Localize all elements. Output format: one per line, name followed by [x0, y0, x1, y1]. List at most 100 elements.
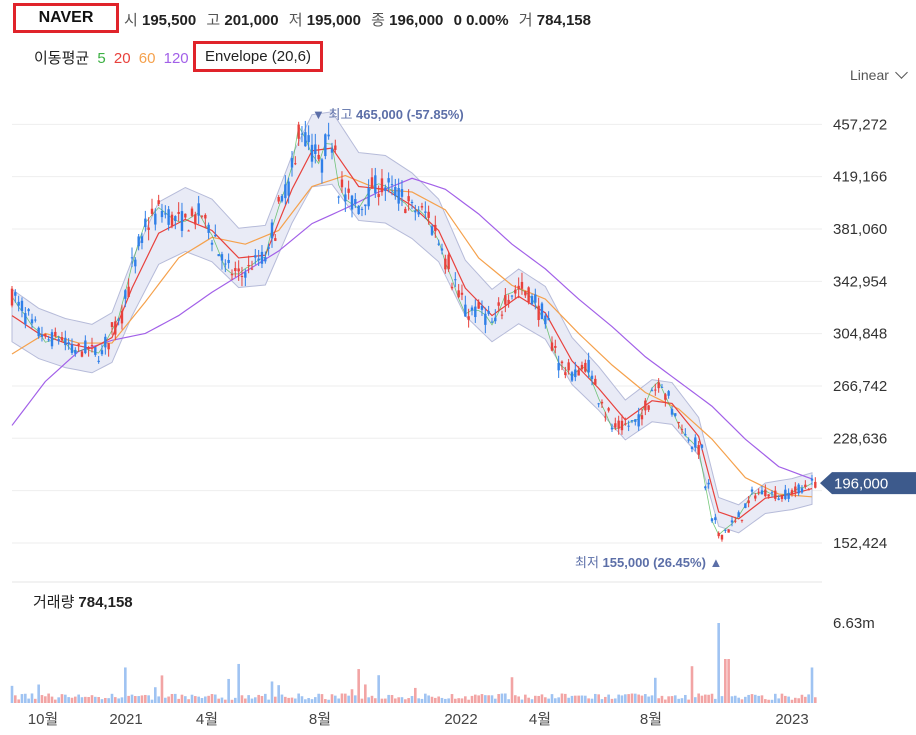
volume-bar	[544, 697, 547, 703]
x-tick-label: 2021	[109, 711, 142, 728]
volume-bar	[180, 694, 184, 703]
candle-body	[77, 343, 80, 346]
candle-body	[50, 332, 54, 347]
candle-body	[617, 420, 620, 429]
candle-body	[127, 286, 130, 298]
candle-body	[44, 334, 47, 337]
volume-bar	[480, 694, 484, 703]
candle-body	[130, 257, 134, 259]
candle-body	[150, 208, 154, 214]
candle-body	[310, 144, 314, 162]
volume-bar	[407, 698, 410, 703]
candle-body	[644, 400, 647, 411]
candle-body	[540, 303, 544, 319]
volume-bar	[264, 693, 267, 703]
volume-bar	[257, 694, 260, 703]
candle-body	[200, 215, 204, 217]
volume-bar	[467, 699, 470, 703]
candle-body	[277, 197, 280, 202]
volume-bar	[687, 699, 690, 703]
envelope-indicator[interactable]: Envelope (20,6)	[193, 41, 323, 72]
candle-body	[37, 327, 40, 337]
volume-bar	[270, 681, 274, 703]
volume-bar	[147, 695, 150, 703]
candle-body	[514, 289, 517, 294]
volume-bar	[280, 694, 284, 703]
volume-panel-title: 거래량 784,158	[33, 591, 133, 612]
volume-bar	[774, 693, 777, 703]
candle-body	[227, 259, 230, 264]
volume-bar	[84, 696, 87, 703]
candle-body	[100, 350, 104, 355]
candle-body	[230, 274, 234, 276]
volume-bar	[660, 695, 664, 703]
volume-bar	[530, 699, 534, 703]
volume-bar	[177, 698, 180, 703]
volume-bar	[740, 699, 744, 703]
volume-bar	[577, 695, 580, 703]
volume-bar	[457, 698, 460, 703]
volume-bar	[190, 694, 194, 703]
volume-bar	[200, 698, 204, 703]
candle-body	[790, 490, 794, 494]
candle-body	[777, 498, 780, 500]
candle-body	[240, 276, 244, 278]
candle-body	[387, 178, 390, 183]
volume-bar	[587, 698, 590, 703]
volume-panel-label: 거래량	[33, 594, 75, 611]
volume-bar	[74, 696, 77, 703]
volume-bar	[767, 699, 770, 703]
volume-bar	[507, 699, 510, 703]
volume-bar	[24, 693, 27, 703]
volume-bar	[120, 697, 124, 703]
volume-bar	[210, 694, 214, 703]
scale-selector[interactable]: Linear	[850, 66, 908, 83]
candle-body	[314, 144, 317, 154]
candle-body	[154, 213, 157, 225]
candle-body	[34, 319, 37, 321]
volume-bar	[360, 698, 364, 703]
volume-bar	[604, 696, 607, 703]
volume-bar	[590, 698, 594, 703]
candle-body	[364, 204, 367, 207]
volume-bar	[600, 699, 604, 703]
candle-body	[27, 309, 30, 312]
volume-bar	[490, 695, 494, 703]
volume-bar	[157, 696, 160, 703]
candle-body	[737, 512, 740, 518]
open-value: 195,500	[141, 12, 197, 29]
volume-bar	[557, 697, 560, 703]
volume-bar	[550, 694, 554, 703]
ticker-box[interactable]: NAVER	[13, 3, 119, 33]
candle-body	[467, 316, 470, 320]
candle-body	[530, 296, 534, 305]
volume-bar	[677, 698, 680, 703]
moving-average-legend[interactable]: 이동평균 5 20 60 120	[34, 47, 193, 68]
candle-body	[507, 299, 510, 304]
volume-bar	[624, 694, 627, 703]
volume-bar	[737, 697, 740, 703]
candle-body	[220, 254, 224, 261]
candle-body	[440, 248, 444, 251]
volume-bar	[744, 696, 747, 703]
x-tick-label: 8월	[309, 711, 331, 728]
volume-bar	[780, 693, 784, 703]
volume-bar	[187, 699, 190, 703]
volume-axis-label: 6.63m	[833, 615, 875, 632]
candle-body	[547, 318, 550, 321]
candle-body	[814, 481, 817, 488]
scale-mode: Linear	[850, 67, 889, 83]
volume-bar	[224, 699, 227, 703]
candle-body	[87, 347, 90, 350]
candle-body	[770, 492, 774, 494]
candle-body	[367, 187, 370, 207]
volume-bar	[380, 698, 384, 703]
volume-bar	[504, 693, 507, 703]
candle-body	[560, 361, 564, 364]
candle-body	[120, 310, 124, 324]
y-tick-label: 304,848	[833, 326, 887, 343]
candle-body	[707, 482, 710, 485]
volume-bar	[310, 699, 314, 703]
candle-body	[797, 484, 800, 494]
